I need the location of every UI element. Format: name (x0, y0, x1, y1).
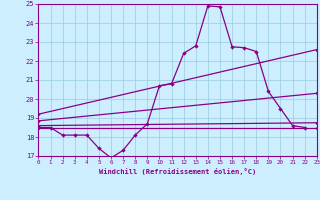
X-axis label: Windchill (Refroidissement éolien,°C): Windchill (Refroidissement éolien,°C) (99, 168, 256, 175)
